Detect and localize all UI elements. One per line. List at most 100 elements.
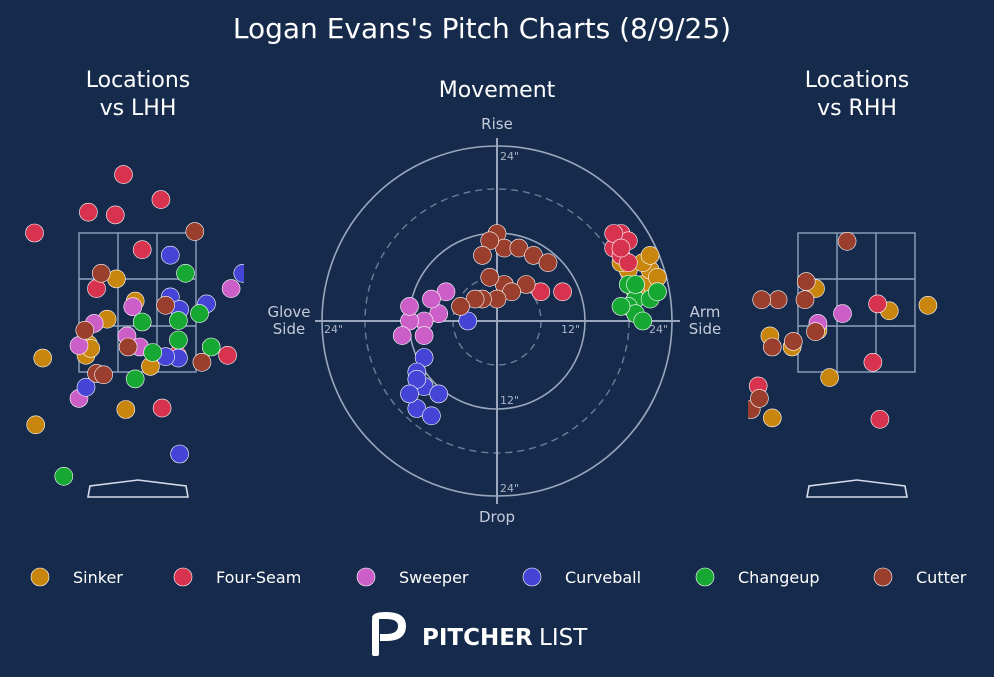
ring-label-bottom-24: 24" <box>500 482 519 495</box>
lhh-point-four-seam <box>114 165 133 184</box>
lhh-point-four-seam <box>79 202 98 222</box>
chart-title: Logan Evans's Pitch Charts (8/9/25) <box>233 12 731 45</box>
movement-point-sweeper <box>414 326 434 345</box>
lhh-point-four-seam <box>152 398 172 418</box>
logo-text-list: LIST <box>539 625 588 651</box>
lhh-point-cutter <box>156 295 175 315</box>
movement-panel-title: Movement <box>439 78 556 103</box>
lhh-home-plate <box>87 479 189 498</box>
lhh-point-four-seam <box>218 345 237 365</box>
movement-point-cutter <box>451 297 470 316</box>
lhh-point-cutter <box>192 352 212 372</box>
legend-marker-cutter <box>873 567 893 587</box>
rhh-point-four-seam <box>870 409 890 429</box>
movement-point-sweeper <box>392 326 412 345</box>
legend-label-four-seam: Four-Seam <box>216 568 301 587</box>
lhh-point-four-seam <box>106 205 125 225</box>
lhh-point-changeup <box>176 263 195 283</box>
rhh-point-cutter <box>783 332 803 351</box>
lhh-point-changeup <box>143 343 162 362</box>
lhh-point-changeup <box>190 304 209 323</box>
lhh-point-sinker <box>26 415 46 435</box>
movement-point-four-seam <box>553 282 572 302</box>
pitcherlist-logo-icon <box>372 612 406 656</box>
rhh-point-cutter <box>837 232 857 251</box>
lhh-point-curveball <box>161 245 180 265</box>
movement-point-cutter <box>480 267 500 287</box>
rhh-point-sinker <box>820 368 839 387</box>
ring-label-bottom-12: 12" <box>500 394 519 407</box>
legend-marker-sweeper <box>356 567 376 587</box>
lhh-point-four-seam <box>151 190 171 209</box>
rhh-points <box>748 232 938 429</box>
lhh-point-cutter <box>118 337 138 357</box>
legend-label-cutter: Cutter <box>916 568 967 587</box>
ring-label-right-24: 24" <box>649 323 668 336</box>
lhh-point-changeup <box>125 369 145 389</box>
rhh-home-plate <box>806 479 908 498</box>
lhh-point-four-seam <box>132 240 152 259</box>
legend-label-curveball: Curveball <box>565 568 641 587</box>
movement-label-arm-line2: Side <box>689 320 721 338</box>
legend: Sinker Four-Seam Sweeper Curveball Changeup C… <box>30 567 967 587</box>
movement-label-rise: Rise <box>481 115 513 133</box>
rhh-point-four-seam <box>868 294 887 314</box>
logo-text-pitcher: PITCHER <box>422 625 533 651</box>
legend-marker-four-seam <box>173 567 193 587</box>
rhh-point-cutter <box>796 272 816 291</box>
movement-point-changeup <box>611 297 631 316</box>
lhh-point-changeup <box>169 311 188 330</box>
legend-marker-curveball <box>522 567 542 587</box>
legend-label-sinker: Sinker <box>73 568 123 587</box>
movement-point-sweeper <box>422 289 441 309</box>
movement-point-changeup <box>648 282 667 302</box>
legend-marker-sinker <box>30 567 50 587</box>
movement-point-cutter <box>538 253 558 273</box>
movement-point-curveball <box>400 384 419 404</box>
lhh-point-changeup <box>201 337 221 357</box>
legend-label-changeup: Changeup <box>738 568 820 587</box>
rhh-point-cutter <box>752 290 772 310</box>
movement-point-four-seam <box>611 238 631 258</box>
lhh-point-sinker <box>33 348 53 368</box>
movement-label-arm-line1: Arm <box>690 303 721 321</box>
rhh-point-sinker <box>762 408 782 428</box>
lhh-panel-title-line2: vs LHH <box>100 96 177 121</box>
lhh-point-cutter <box>91 263 111 283</box>
ring-label-right-12: 12" <box>561 323 580 336</box>
lhh-point-changeup <box>132 312 152 332</box>
movement-point-sweeper <box>400 297 419 316</box>
rhh-point-cutter <box>768 290 788 310</box>
movement-points <box>392 224 667 426</box>
lhh-point-changeup <box>169 330 188 350</box>
movement-ring-labels: 24" 24" 24" 24" 12" 12" <box>324 150 668 495</box>
lhh-point-sweeper <box>221 279 241 298</box>
lhh-points <box>25 165 244 486</box>
movement-label-glove-line2: Side <box>273 320 305 338</box>
lhh-point-cutter <box>185 222 205 241</box>
lhh-point-four-seam <box>25 223 44 243</box>
movement-point-changeup <box>633 311 653 331</box>
rhh-point-cutter <box>806 322 825 342</box>
lhh-point-curveball <box>170 444 189 464</box>
lhh-point-sinker <box>116 400 136 419</box>
movement-point-curveball <box>422 406 441 426</box>
rhh-panel-title-line1: Locations <box>805 68 910 93</box>
movement-point-changeup <box>626 275 645 294</box>
ring-label-top-24: 24" <box>500 150 519 163</box>
rhh-point-cutter <box>750 389 769 408</box>
movement-label-glove-line1: Glove <box>267 303 310 321</box>
rhh-point-cutter <box>762 337 782 357</box>
movement-label-drop: Drop <box>479 508 515 526</box>
rhh-point-cutter <box>795 290 815 310</box>
movement-point-sinker <box>640 246 660 265</box>
legend-label-sweeper: Sweeper <box>399 568 469 587</box>
lhh-point-cutter <box>75 320 95 340</box>
movement-point-cutter <box>473 246 492 265</box>
legend-marker-changeup <box>695 567 715 587</box>
movement-point-curveball <box>429 384 449 404</box>
lhh-point-sweeper <box>123 297 143 317</box>
rhh-point-four-seam <box>863 352 883 372</box>
